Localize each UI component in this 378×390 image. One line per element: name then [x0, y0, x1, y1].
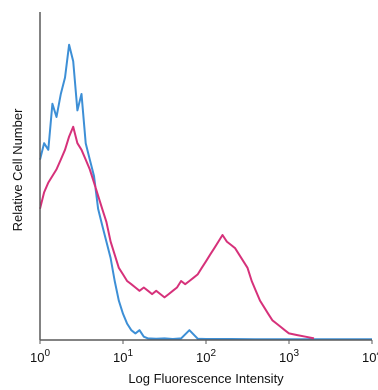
x-tick-label: 102: [196, 348, 216, 365]
x-axis-label: Log Fluorescence Intensity: [128, 371, 284, 386]
histogram-series-1: [39, 43, 372, 341]
x-tick-label: 104: [362, 348, 378, 365]
histogram-series-2: [39, 125, 315, 340]
x-tick-label: 103: [279, 348, 299, 365]
x-tick-label: 100: [30, 348, 50, 365]
x-tick-label: 101: [113, 348, 133, 365]
data-layer: [39, 43, 372, 341]
x-axis-ticks: 100 101 102 103 104: [30, 340, 378, 365]
y-axis-label: Relative Cell Number: [10, 108, 25, 231]
